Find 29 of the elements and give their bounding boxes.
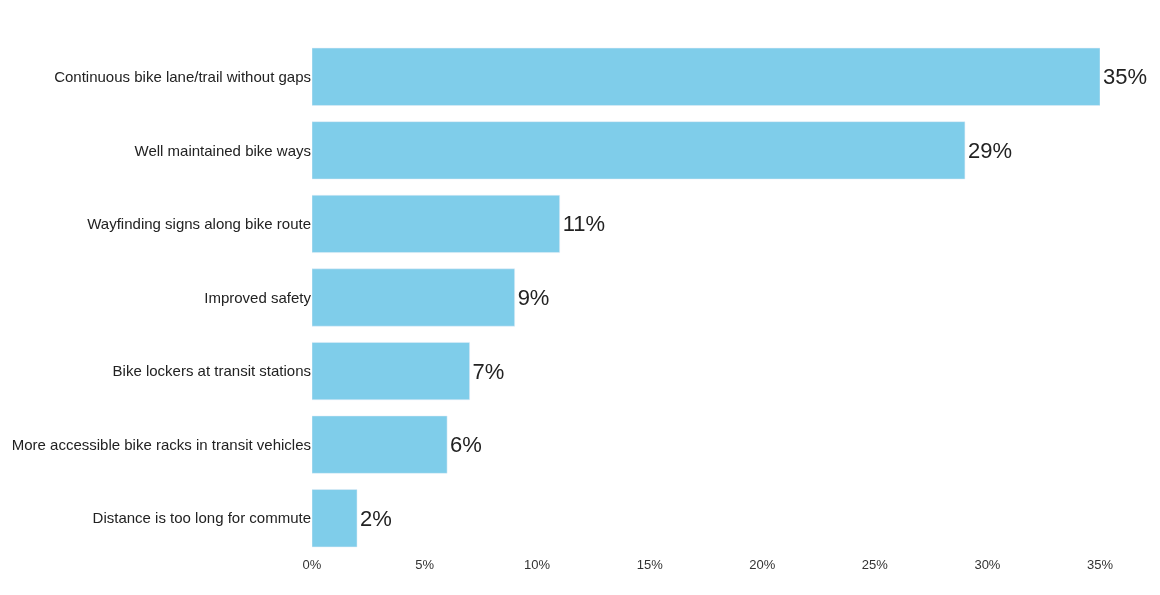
data-label: 2% <box>360 505 392 531</box>
y-tick-label: Improved safety <box>204 288 312 306</box>
x-tick-label: 35% <box>1086 557 1114 572</box>
x-tick-label: 5% <box>415 557 435 572</box>
x-tick-label: 25% <box>861 557 889 572</box>
x-tick-label: 0% <box>302 557 322 572</box>
x-tick-label: 20% <box>749 557 776 572</box>
bar <box>312 121 966 180</box>
data-label: 7% <box>472 358 505 384</box>
x-tick-label: 15% <box>636 557 664 572</box>
y-tick-label: More accessible bike racks in transit vehicles <box>11 435 311 453</box>
bar <box>312 268 515 327</box>
y-tick-label: Well maintained bike ways <box>134 141 311 159</box>
bar <box>312 342 470 401</box>
x-tick-label: 10% <box>524 557 551 572</box>
y-tick-label: Bike lockers at transit stations <box>112 362 311 380</box>
bar <box>312 47 1100 106</box>
x-tick-label: 30% <box>974 557 1001 572</box>
bar <box>312 489 358 548</box>
bar <box>312 194 560 253</box>
data-label: 35% <box>1103 64 1148 90</box>
data-label: 11% <box>562 211 606 237</box>
y-tick-label: Distance is too long for commute <box>92 509 311 527</box>
data-label: 6% <box>450 432 482 458</box>
data-label: 9% <box>517 285 550 310</box>
bar <box>312 415 448 474</box>
y-tick-label: Continuous bike lane/trail without gaps <box>54 68 311 86</box>
y-tick-label: Wayfinding signs along bike route <box>87 215 311 233</box>
data-label: 29% <box>967 137 1012 163</box>
